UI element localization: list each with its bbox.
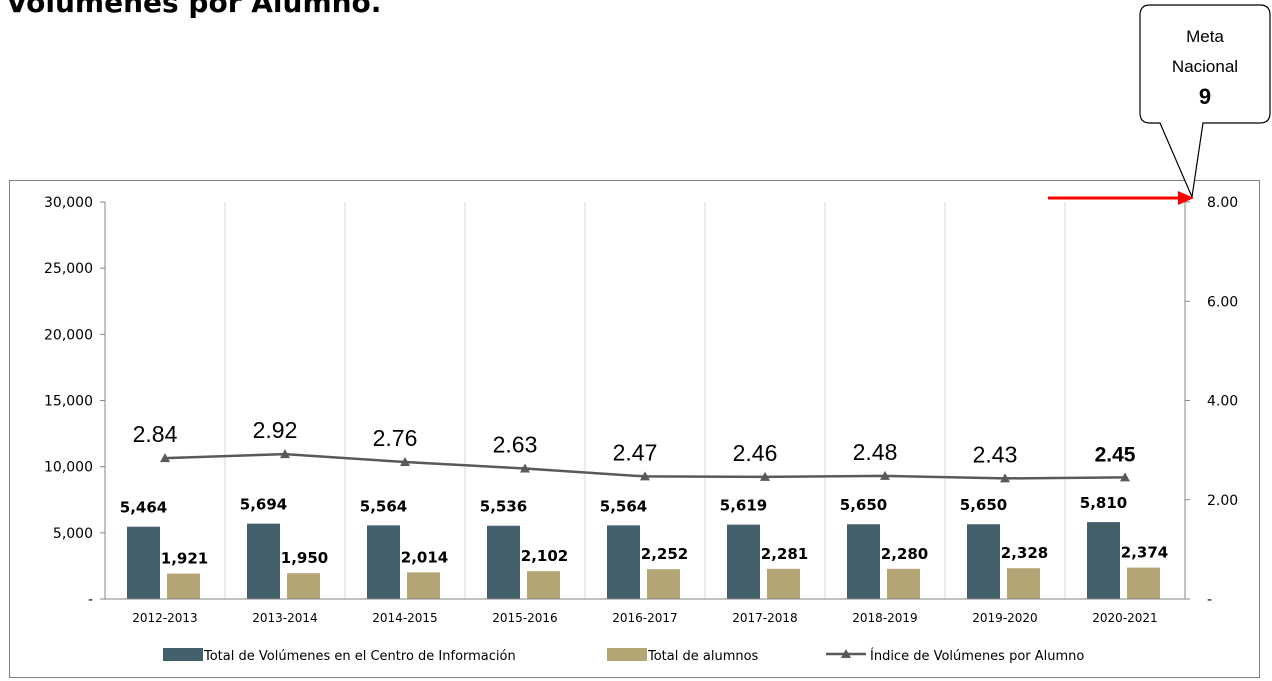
- y-right-tick-label: 6.00: [1207, 294, 1238, 310]
- legend-label-index: Índice de Volúmenes por Alumno: [870, 648, 1084, 664]
- axes: - 5,000 10,000 15,000 20,000 25,000 30,000 - 2.0…: [44, 195, 1238, 625]
- x-tick-label: 2015-2016: [492, 611, 557, 625]
- y-left-tick-label: 25,000: [44, 261, 93, 277]
- bar-volumes: [367, 525, 400, 599]
- callout-value: 9: [1199, 84, 1211, 109]
- x-tick-label: 2019-2020: [972, 611, 1037, 625]
- data-labels: 5,464 1,921 5,694 1,950 5,564 2,014 5,536 2,102…: [120, 417, 1168, 567]
- index-marker: [880, 470, 890, 480]
- data-label-students: 2,281: [761, 545, 808, 563]
- chart-frame: [9, 180, 1260, 678]
- data-label-students: 2,102: [521, 547, 568, 565]
- index-marker: [400, 457, 410, 467]
- data-label-students: 2,374: [1121, 544, 1168, 562]
- bar-volumes: [847, 524, 880, 599]
- y-right-tick-label: 4.00: [1207, 394, 1238, 410]
- data-label-students: 1,950: [281, 549, 328, 567]
- y-left-tick-label: 30,000: [44, 195, 93, 211]
- data-label-volumes: 5,536: [480, 498, 527, 516]
- bar-volumes: [247, 523, 280, 599]
- data-label-index: 2.45: [1095, 443, 1136, 466]
- bar-series: [127, 522, 1160, 599]
- data-label-students: 2,280: [881, 545, 928, 563]
- data-label-students: 1,921: [161, 550, 208, 568]
- callout-bubble: [1139, 4, 1271, 200]
- bar-volumes: [967, 524, 1000, 599]
- data-label-volumes: 5,619: [720, 497, 767, 515]
- data-label-index: 2.48: [853, 439, 898, 465]
- data-label-index: 2.43: [973, 441, 1018, 467]
- data-label-index: 2.84: [133, 421, 178, 447]
- index-marker: [1120, 472, 1130, 482]
- legend-swatch-volumes: [163, 648, 203, 661]
- bar-students: [167, 573, 200, 599]
- index-marker: [520, 463, 530, 473]
- data-label-index: 2.46: [733, 440, 778, 466]
- x-tick-label: 2018-2019: [852, 611, 917, 625]
- callout-line2: Nacional: [1172, 57, 1238, 76]
- bar-students: [407, 572, 440, 599]
- data-label-volumes: 5,810: [1080, 494, 1127, 512]
- bar-students: [1127, 567, 1160, 599]
- y-left-tick-label: 10,000: [44, 460, 93, 476]
- data-label-index: 2.47: [613, 439, 658, 465]
- y-left-tick-label: 20,000: [44, 327, 93, 343]
- legend-label-students: Total de alumnos: [647, 649, 759, 664]
- bar-volumes: [607, 525, 640, 599]
- data-label-students: 2,328: [1001, 544, 1048, 562]
- x-tick-label: 2012-2013: [132, 611, 197, 625]
- index-marker: [640, 471, 650, 481]
- bar-students: [527, 571, 560, 599]
- index-marker: [1000, 473, 1010, 483]
- target-callout: Meta Nacional 9: [1139, 4, 1271, 200]
- y-left-tick-label: -: [88, 592, 93, 608]
- y-right-tick-label: 2.00: [1207, 493, 1238, 509]
- bar-students: [647, 569, 680, 599]
- legend-swatch-students: [607, 648, 647, 661]
- legend-label-volumes: Total de Volúmenes en el Centro de Infor…: [203, 649, 516, 664]
- bar-students: [287, 573, 320, 599]
- bar-students: [767, 568, 800, 599]
- data-label-students: 2,014: [401, 548, 448, 566]
- y-left-tick-label: 5,000: [53, 526, 93, 542]
- y-right-tick-label: 8.00: [1207, 195, 1238, 211]
- bar-students: [1007, 568, 1040, 599]
- legend-swatch-index-marker: [841, 649, 851, 658]
- callout-line1: Meta: [1186, 27, 1224, 46]
- data-label-students: 2,252: [641, 545, 688, 563]
- data-label-volumes: 5,694: [240, 496, 287, 514]
- bar-volumes: [727, 524, 760, 599]
- bar-volumes: [1087, 522, 1120, 599]
- line-series: [160, 449, 1130, 483]
- y-left-tick-label: 15,000: [44, 394, 93, 410]
- bar-volumes: [487, 525, 520, 599]
- page-title: Volúmenes por Alumno.: [6, 0, 382, 19]
- data-label-volumes: 5,650: [840, 496, 887, 514]
- index-marker: [760, 471, 770, 481]
- data-label-volumes: 5,464: [120, 499, 167, 517]
- data-label-volumes: 5,564: [360, 497, 407, 515]
- x-tick-label: 2013-2014: [252, 611, 317, 625]
- y-right-tick-label: -: [1207, 592, 1212, 608]
- bar-volumes: [127, 526, 160, 599]
- x-tick-label: 2017-2018: [732, 611, 797, 625]
- data-label-volumes: 5,564: [600, 497, 647, 515]
- data-label-index: 2.92: [253, 417, 298, 443]
- bar-students: [887, 568, 920, 599]
- x-tick-label: 2016-2017: [612, 611, 677, 625]
- data-label-volumes: 5,650: [960, 496, 1007, 514]
- index-marker: [280, 449, 290, 459]
- index-marker: [160, 453, 170, 463]
- x-tick-label: 2014-2015: [372, 611, 437, 625]
- x-tick-label: 2020-2021: [1092, 611, 1157, 625]
- target-arrow-head: [1178, 191, 1194, 205]
- data-label-index: 2.63: [493, 431, 538, 457]
- data-label-index: 2.76: [373, 425, 418, 451]
- legend: Total de Volúmenes en el Centro de Infor…: [163, 648, 1084, 664]
- target-arrow: [1048, 191, 1194, 205]
